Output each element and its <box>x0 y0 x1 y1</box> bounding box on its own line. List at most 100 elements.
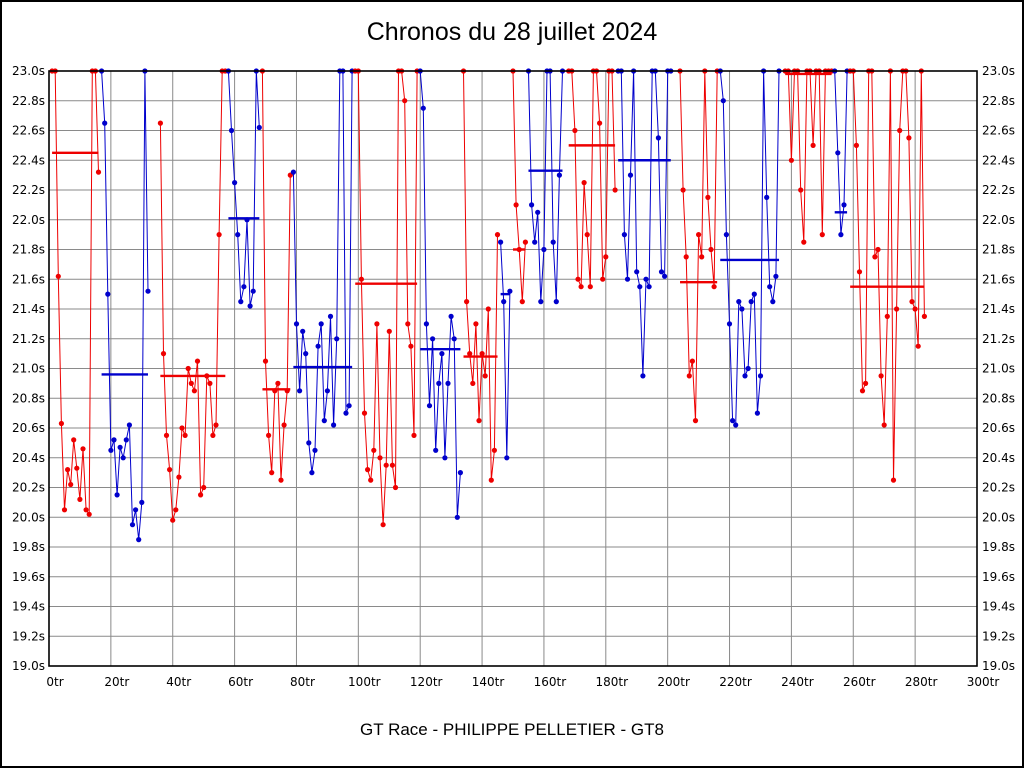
lap-point <box>238 299 244 305</box>
lap-point <box>361 410 368 416</box>
lap-point <box>692 418 699 424</box>
lap-point <box>377 455 383 461</box>
lap-point <box>448 313 454 319</box>
lap-point <box>402 98 408 104</box>
lap-point <box>788 157 795 163</box>
lap-point <box>114 492 120 498</box>
lap-point <box>262 358 269 364</box>
y-tick-label: 20.4s <box>982 451 1015 465</box>
lap-point <box>457 470 463 476</box>
lap-point <box>232 180 238 186</box>
series-stint-4 <box>225 68 262 309</box>
lap-point <box>897 127 903 134</box>
y-tick-label: 19.2s <box>982 629 1015 643</box>
lap-point <box>241 284 247 290</box>
lap-point <box>58 420 64 427</box>
series-stint-12 <box>525 68 566 305</box>
stint-lap-line <box>292 70 353 473</box>
y-tick-label: 21.6s <box>12 272 45 286</box>
lap-point <box>597 120 603 126</box>
stint-lap-line <box>101 70 149 540</box>
lap-point <box>711 284 717 290</box>
lap-point <box>470 380 476 386</box>
x-tick-label: 220tr <box>719 675 752 689</box>
lap-point <box>680 187 686 193</box>
lap-point <box>247 303 253 309</box>
y-tick-label: 22.2s <box>982 183 1015 197</box>
lap-point <box>383 462 389 468</box>
lap-point <box>250 288 256 294</box>
y-tick-label: 19.2s <box>12 629 45 643</box>
lap-point <box>485 306 491 312</box>
lap-point <box>129 522 136 528</box>
lap-point <box>321 418 327 424</box>
lap-point <box>324 388 330 394</box>
y-tick-label: 22.8s <box>12 94 45 108</box>
series-stint-1 <box>49 68 102 517</box>
lap-point <box>430 336 436 342</box>
stint-lap-line <box>419 70 461 518</box>
x-tick-label: 60tr <box>228 675 253 689</box>
lap-point <box>529 202 535 208</box>
lap-point <box>556 172 563 178</box>
lap-point <box>643 276 649 282</box>
lap-point <box>612 187 618 193</box>
y-tick-label: 21.6s <box>982 272 1015 286</box>
stint-lap-line <box>159 70 226 521</box>
lap-point <box>810 142 816 148</box>
lap-point <box>696 232 702 238</box>
lap-point <box>182 432 188 438</box>
series-stint-7 <box>352 68 420 528</box>
lap-point <box>423 321 429 327</box>
lap-point <box>841 202 847 208</box>
lap-point <box>581 180 587 186</box>
lap-point <box>541 246 547 253</box>
lap-point <box>878 373 884 379</box>
series-stint-3 <box>157 68 228 523</box>
x-tick-label: 40tr <box>166 675 191 689</box>
lap-point <box>482 373 488 379</box>
lap-point <box>603 254 609 260</box>
lap-point <box>408 343 414 349</box>
y-tick-label: 22.0s <box>12 213 45 227</box>
lap-point <box>739 306 745 312</box>
lap-point <box>683 254 689 260</box>
lap-point <box>708 246 714 253</box>
stint-lap-line <box>227 70 260 307</box>
lap-point <box>365 467 371 473</box>
lap-point <box>522 239 529 245</box>
y-tick-label: 20.0s <box>982 510 1015 524</box>
lap-point <box>488 477 494 483</box>
lap-point <box>912 306 918 312</box>
lap-point <box>819 232 825 238</box>
lap-point <box>538 299 544 305</box>
lap-point <box>730 418 736 424</box>
lap-point <box>300 328 306 334</box>
series-stint-17 <box>782 68 835 245</box>
lap-point <box>863 380 869 386</box>
series-stint-18 <box>832 68 850 238</box>
lap-point <box>297 388 303 394</box>
y-tick-label: 22.6s <box>12 124 45 138</box>
lap-point <box>801 239 807 245</box>
x-tick-label: 120tr <box>410 675 443 689</box>
y-tick-label: 19.8s <box>982 540 1015 554</box>
lap-point <box>123 437 129 443</box>
lap-point <box>686 373 692 379</box>
lap-point <box>464 299 470 305</box>
y-tick-label: 20.2s <box>12 481 45 495</box>
lap-point <box>890 477 897 483</box>
y-tick-label: 20.2s <box>982 481 1015 495</box>
series-stint-19 <box>847 68 928 483</box>
lap-point <box>139 499 145 505</box>
lap-point <box>587 284 593 290</box>
lap-point <box>309 470 315 476</box>
lap-point <box>207 380 213 386</box>
lap-point <box>754 410 761 416</box>
x-tick-label: 280tr <box>905 675 938 689</box>
y-tick-label: 19.0s <box>982 659 1015 673</box>
lap-point <box>278 477 284 483</box>
lap-point <box>853 142 860 148</box>
lap-point <box>720 98 726 104</box>
